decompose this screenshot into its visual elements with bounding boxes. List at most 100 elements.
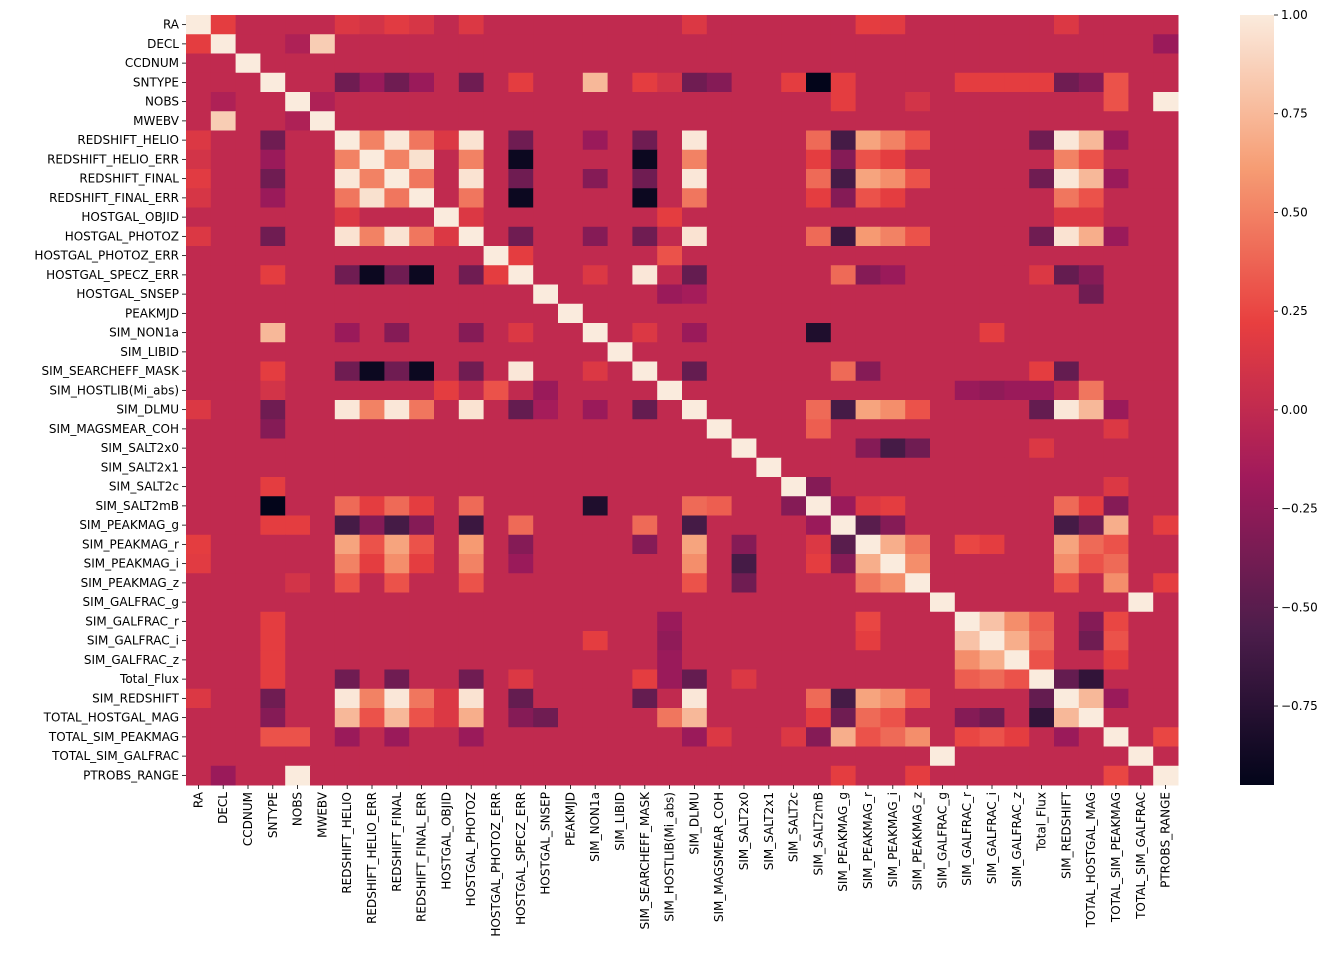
heatmap-cell (756, 72, 782, 93)
heatmap-cell (1153, 284, 1179, 305)
heatmap-cell (781, 746, 807, 767)
heatmap-cell (582, 303, 609, 324)
heatmap-cell (1103, 226, 1129, 247)
heatmap-cell (582, 477, 609, 497)
heatmap-cell (830, 746, 857, 767)
heatmap-cell (979, 419, 1005, 439)
heatmap-cell (657, 92, 683, 112)
heatmap-cell (806, 419, 832, 439)
heatmap-cell (830, 15, 857, 35)
heatmap-cell (334, 380, 361, 401)
heatmap-cell (186, 592, 212, 613)
heatmap-cell (979, 323, 1005, 343)
heatmap-cell (905, 419, 931, 439)
heatmap-cell (930, 246, 956, 266)
heatmap-cell (706, 361, 733, 382)
heatmap-cell (979, 53, 1005, 74)
heatmap-cell (781, 611, 807, 632)
heatmap-cell (434, 169, 460, 189)
heatmap-cell (706, 746, 733, 767)
heatmap-cell (409, 554, 435, 574)
heatmap-cell (558, 265, 584, 285)
heatmap-cell (260, 188, 286, 208)
heatmap-cell (979, 265, 1005, 285)
heatmap-cell (310, 265, 336, 285)
heatmap-cell (310, 303, 336, 324)
heatmap-cell (235, 611, 261, 632)
heatmap-cell (1054, 92, 1080, 112)
heatmap-cell (954, 361, 981, 382)
heatmap-cell (434, 419, 460, 439)
heatmap-cell (781, 727, 807, 747)
heatmap-cell (458, 207, 485, 228)
heatmap-cell (806, 284, 832, 305)
heatmap-cell (1153, 400, 1179, 420)
heatmap-cell (310, 149, 336, 170)
heatmap-cell (186, 246, 212, 266)
heatmap-cell (756, 323, 782, 343)
heatmap-cell (1078, 554, 1105, 574)
heatmap-cell (1054, 15, 1080, 35)
heatmap-cell (731, 419, 757, 439)
heatmap-cell (483, 400, 509, 420)
heatmap-cell (930, 92, 956, 112)
heatmap-cell (830, 515, 857, 536)
heatmap-cell (905, 265, 931, 285)
heatmap-cell (310, 380, 336, 401)
heatmap-cell (1078, 611, 1105, 632)
heatmap-cell (285, 361, 311, 382)
x-tick-label: REDSHIFT_HELIO (340, 792, 354, 894)
heatmap-cell (1128, 149, 1154, 170)
heatmap-cell (1054, 515, 1080, 536)
heatmap-cell (310, 631, 336, 651)
heatmap-cell (731, 746, 757, 767)
heatmap-cell (806, 188, 832, 208)
heatmap-cell (334, 265, 361, 285)
heatmap-cell (310, 746, 336, 767)
x-tick-label: SIM_SALT2c (787, 792, 801, 862)
heatmap-cell (458, 169, 485, 189)
heatmap-cell (806, 207, 832, 228)
heatmap-cell (731, 149, 757, 170)
heatmap-cell (1029, 688, 1055, 709)
heatmap-cell (1128, 727, 1154, 747)
heatmap-cell (186, 303, 212, 324)
heatmap-cell (607, 688, 633, 709)
heatmap-cell (979, 342, 1005, 362)
heatmap-cell (310, 130, 336, 151)
heatmap-cell (533, 727, 559, 747)
heatmap-cell (1103, 650, 1129, 670)
heatmap-cell (458, 34, 485, 54)
heatmap-cell (533, 765, 559, 786)
y-tick-label: SIM_PEAKMAG_z (81, 576, 179, 590)
heatmap-cell (954, 246, 981, 266)
heatmap-cell (533, 303, 559, 324)
heatmap-cell (260, 72, 286, 93)
heatmap-cell (1153, 188, 1179, 208)
heatmap-cell (1128, 438, 1154, 459)
heatmap-cell (558, 554, 584, 574)
heatmap-cell (657, 265, 683, 285)
heatmap-cell (409, 708, 435, 728)
heatmap-cell (657, 111, 683, 131)
heatmap-cell (706, 303, 733, 324)
heatmap-cell (1103, 169, 1129, 189)
heatmap-cell (533, 226, 559, 247)
heatmap-cell (781, 419, 807, 439)
heatmap-cell (657, 592, 683, 613)
heatmap-cell (731, 15, 757, 35)
heatmap-cell (1078, 361, 1105, 382)
heatmap-cell (1004, 226, 1030, 247)
heatmap-cell (359, 573, 385, 593)
heatmap-cell (434, 477, 460, 497)
colorbar-tick-label: −0.25 (1281, 502, 1318, 516)
heatmap-cell (409, 92, 435, 112)
heatmap-cell (756, 708, 782, 728)
heatmap-cell (1103, 15, 1129, 35)
heatmap-cell (409, 246, 435, 266)
heatmap-cell (384, 130, 410, 151)
heatmap-cell (632, 188, 658, 208)
heatmap-cell (260, 284, 286, 305)
heatmap-cell (706, 419, 733, 439)
heatmap-cell (756, 669, 782, 690)
